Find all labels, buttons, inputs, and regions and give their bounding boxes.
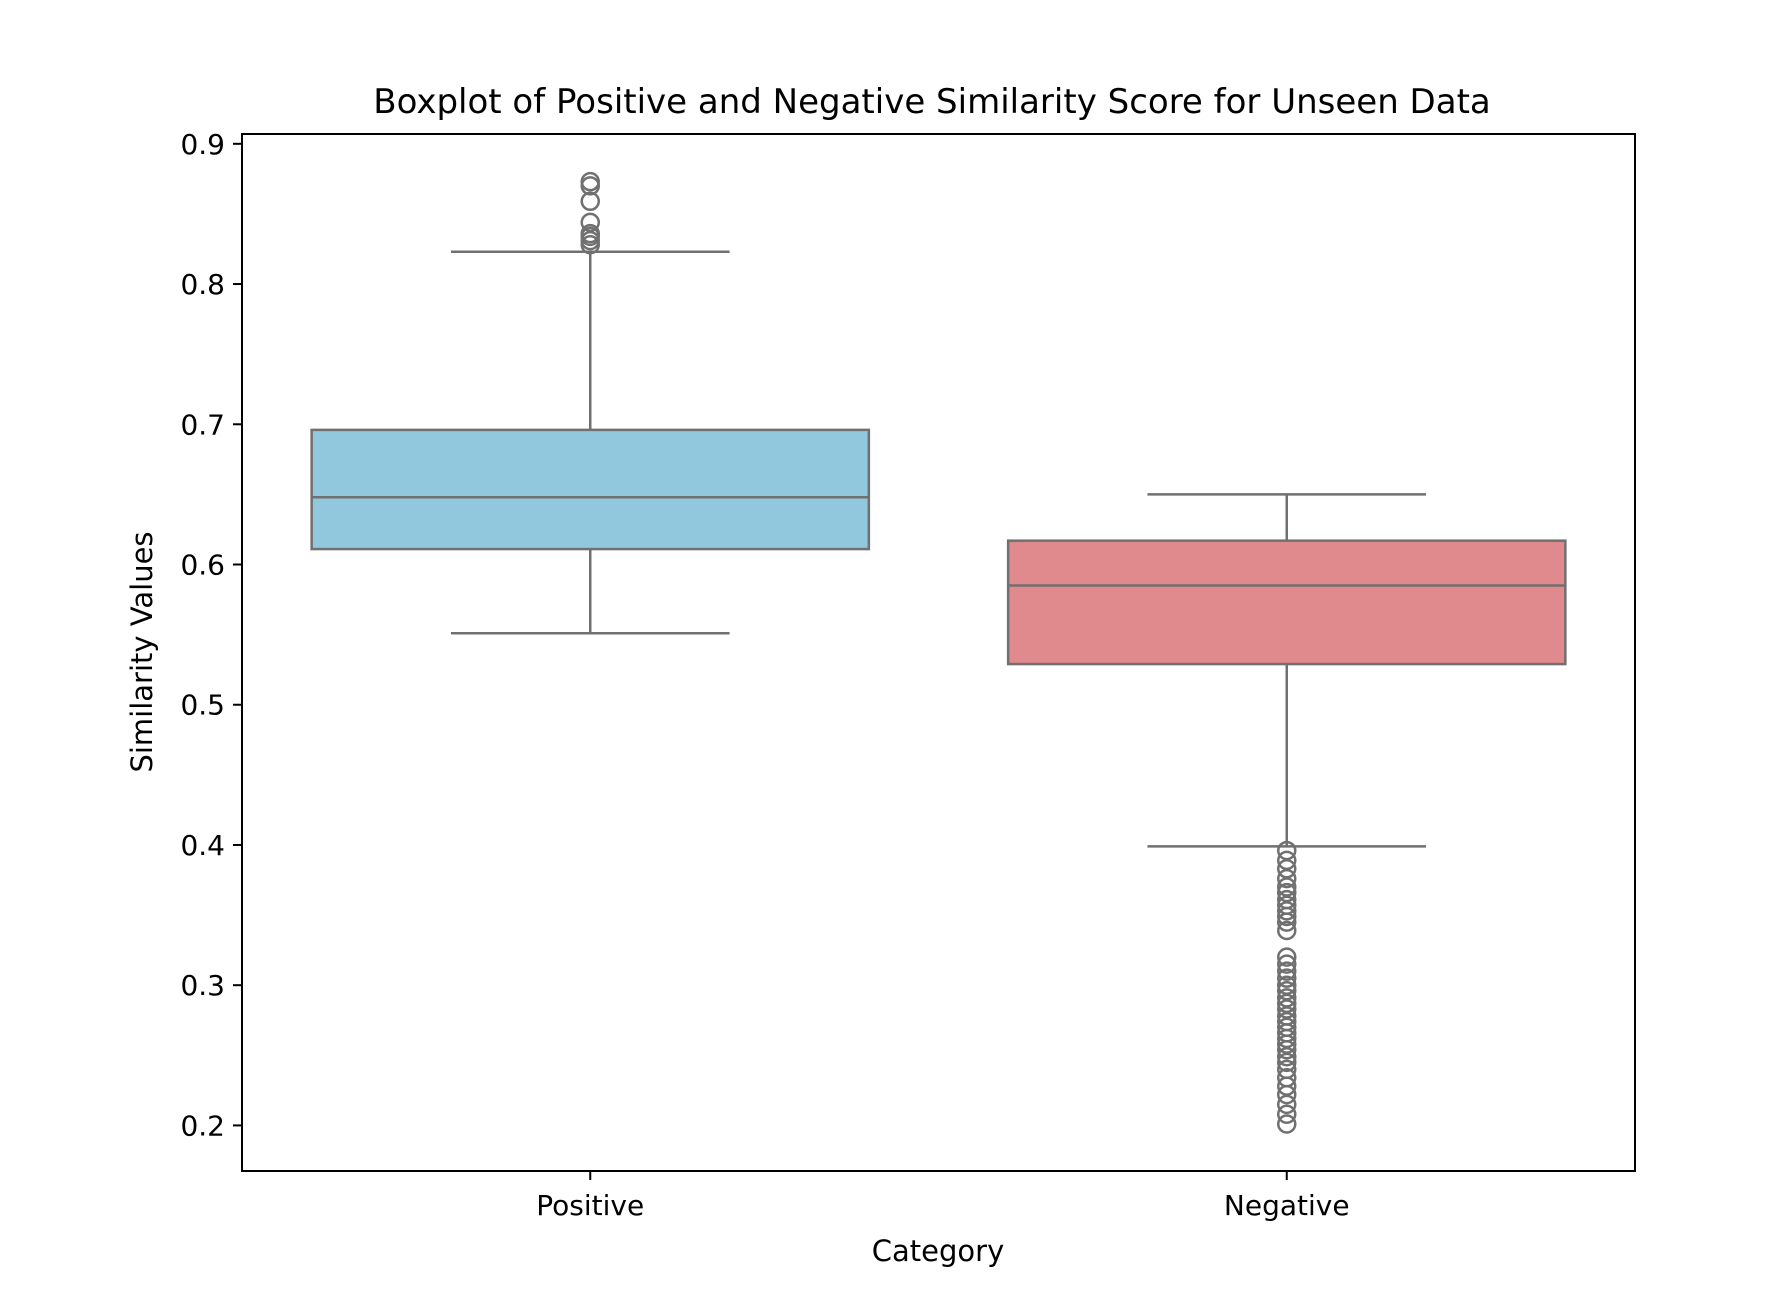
negative-outlier-point [1277, 1104, 1297, 1124]
positive-outlier-point [580, 191, 600, 212]
x-tick-label: Negative [1224, 1189, 1350, 1222]
y-tick-label: 0.4 [180, 829, 225, 862]
plot-area [310, 171, 1567, 1134]
chart-title: Boxplot of Positive and Negative Similar… [373, 82, 1490, 122]
negative-outlier-point [1277, 1039, 1297, 1060]
y-tick-label: 0.7 [180, 408, 225, 441]
plot-frame [241, 133, 1636, 1172]
negative-outlier-point [1277, 961, 1297, 981]
negative-outlier-point [1277, 1046, 1297, 1067]
y-tick-label: 0.6 [180, 549, 225, 582]
negative-box [1006, 539, 1567, 666]
y-tick-label: 0.3 [180, 969, 225, 1002]
negative-outlier-point [1277, 906, 1297, 927]
positive-box [310, 428, 871, 551]
x-axis: Positive Negative [536, 1171, 1350, 1222]
y-axis: 0.2 0.3 0.4 0.5 0.6 0.7 0.8 0.9 [180, 128, 242, 1142]
y-tick-label: 0.5 [180, 689, 225, 722]
negative-outlier-point [1277, 868, 1297, 889]
negative-outlier-point [1277, 968, 1297, 988]
negative-outlier-point [1277, 1084, 1297, 1105]
negative-box-group [1006, 493, 1567, 1134]
negative-outlier-point [1277, 1114, 1297, 1134]
positive-outlier-point [580, 171, 600, 192]
negative-outlier-point [1277, 920, 1297, 941]
positive-outlier-point [580, 223, 600, 244]
negative-outlier-point [1277, 1052, 1297, 1073]
y-tick-label: 0.9 [180, 128, 225, 161]
y-axis-label: Similarity Values [125, 531, 159, 772]
negative-outlier-point [1277, 901, 1297, 921]
negative-outlier-point [1277, 954, 1297, 974]
positive-outlier-point [580, 212, 600, 233]
negative-outlier-point [1277, 947, 1297, 967]
positive-box-group [310, 171, 871, 635]
x-axis-label: Category [872, 1234, 1004, 1268]
y-tick-label: 0.8 [180, 268, 225, 301]
negative-outlier-point [1277, 912, 1297, 932]
x-tick-label: Positive [536, 1189, 644, 1222]
negative-outlier-point [1277, 1094, 1297, 1115]
y-tick-label: 0.2 [180, 1109, 225, 1142]
